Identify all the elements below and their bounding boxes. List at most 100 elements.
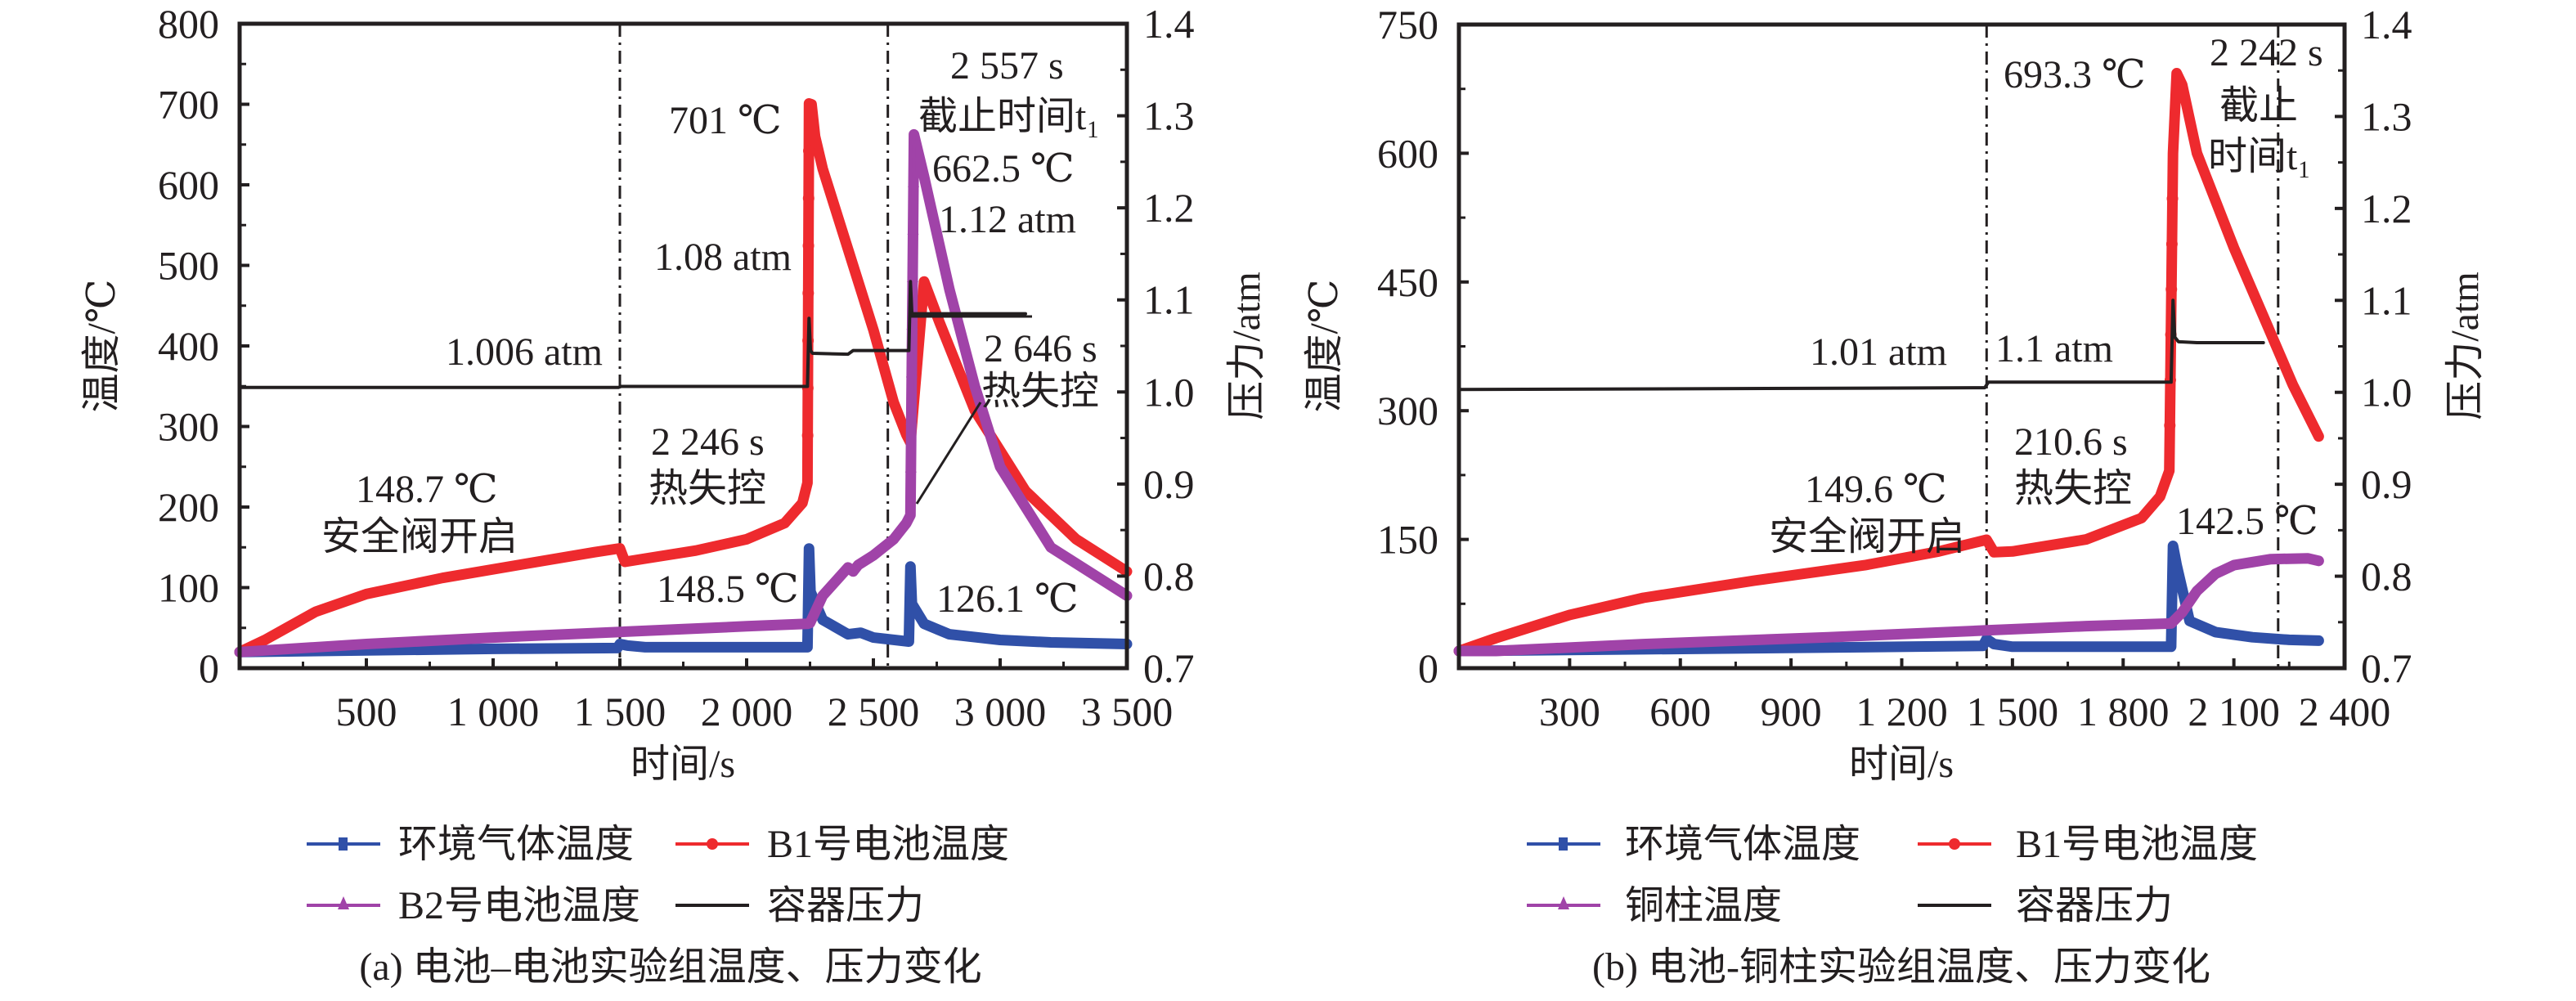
chart-a-ticks: 0 100 200 300 400 500 600 700 800 0.7 0.8 0.9 1.0 1.1… xyxy=(158,1,1195,734)
chart-b-series-2-line xyxy=(1453,553,2324,657)
chart-a-caption: (a) 电池–电池实验组温度、压力变化 xyxy=(359,945,981,989)
chart-a-ytick-label: 300 xyxy=(158,404,219,450)
legend-b-copper: 铜柱温度 xyxy=(1527,884,1782,927)
legend-a-ambient-marker xyxy=(339,837,348,851)
chart-b-y2tick-label: 1.2 xyxy=(2361,186,2412,231)
chart-a-series-2-marker xyxy=(906,269,918,282)
legend-b-copper-marker xyxy=(1558,896,1569,909)
chart-a-series-2-marker xyxy=(907,222,919,235)
chart-a-ytick-label: 0 xyxy=(199,645,219,691)
annot-a-108atm: 1.08 atm xyxy=(654,236,792,279)
chart-b-y2tick-label: 1.0 xyxy=(2361,370,2412,415)
legend-b-b1-label: B1号电池温度 xyxy=(2016,823,2258,866)
chart-b-series-1-marker xyxy=(2165,238,2178,250)
annot-b-time-t1: 时间t₁ xyxy=(2208,135,2311,178)
chart-a: 0 100 200 300 400 500 600 700 800 0.7 0.8 0.9 1.0 1.1… xyxy=(80,1,1268,989)
annot-a-1006atm: 1.006 atm xyxy=(446,330,603,374)
annot-a-2646s: 2 646 s xyxy=(984,327,1097,370)
annot-b-runaway: 热失控 xyxy=(2014,467,2132,510)
chart-b-xtick-label: 2 400 xyxy=(2299,689,2391,734)
chart-a-series-1-marker xyxy=(803,145,815,157)
annot-b-valve-open: 安全阀开启 xyxy=(1769,515,1965,559)
chart-a-ytick-label: 200 xyxy=(158,484,219,530)
chart-b-series-1-line xyxy=(1453,68,2324,657)
legend-a-b1: B1号电池温度 xyxy=(675,823,1009,866)
chart-a-series-1-marker xyxy=(801,429,814,442)
annot-b-6933c: 693.3 ℃ xyxy=(2004,53,2146,97)
chart-a-series-2-marker xyxy=(905,412,918,425)
chart-a-xtick-label: 500 xyxy=(336,689,397,734)
chart-b-y2tick-label: 1.4 xyxy=(2361,2,2412,47)
annot-b-2242s: 2 242 s xyxy=(2210,31,2323,74)
annot-a-runaway-2: 热失控 xyxy=(981,370,1099,413)
legend-a-ambient-label: 环境气体温度 xyxy=(398,823,634,866)
legend-a-b2-label: B2号电池温度 xyxy=(398,884,640,927)
chart-b-series-1-marker xyxy=(2166,192,2179,204)
chart-b-y2tick-label: 0.9 xyxy=(2361,461,2412,507)
chart-b-xtick-label: 600 xyxy=(1649,689,1711,734)
chart-a-series-2-marker xyxy=(908,174,920,187)
chart-a-series-layer xyxy=(234,24,1133,668)
legend-a-b2-marker xyxy=(338,896,349,909)
chart-a-ytick-label: 800 xyxy=(158,1,219,47)
legend-b-b1-marker xyxy=(1949,838,1960,850)
chart-a-xtick-label: 2 000 xyxy=(701,689,793,734)
legend-a-pressure-label: 容器压力 xyxy=(767,884,924,927)
chart-a-ytick-label: 400 xyxy=(158,323,219,369)
annot-b-1496c: 149.6 ℃ xyxy=(1805,468,1947,511)
annot-a-cutoff-time: 截止时间t₁ xyxy=(918,95,1100,138)
legend-b-ambient-label: 环境气体温度 xyxy=(1625,823,1860,866)
chart-b-series-3-line xyxy=(1457,299,2265,392)
chart-a-series-2-marker xyxy=(905,365,918,378)
chart-a-y2tick-label: 1.1 xyxy=(1143,277,1195,323)
annot-a-2246s: 2 246 s xyxy=(651,420,765,464)
chart-b-series-1-marker xyxy=(2165,283,2178,295)
annot-b-2106s: 210.6 s xyxy=(2014,420,2128,464)
annot-b-cutoff: 截止 xyxy=(2219,84,2298,128)
chart-a-y2tick-label: 1.0 xyxy=(1143,369,1195,415)
chart-a-y2label: 压力/atm xyxy=(1225,272,1268,420)
legend-b-ambient-marker xyxy=(1559,837,1568,851)
chart-a-xtick-label: 1 000 xyxy=(447,689,540,734)
chart-b-ytick-label: 0 xyxy=(1418,645,1438,691)
chart-b-ticks: 0 150 300 450 600 750 0.7 0.8 0.9 1.0 1.1 1.2 1.3 1.4… xyxy=(1377,2,2412,734)
chart-a-series-2-marker xyxy=(904,460,917,473)
chart-b-xtick-label: 1 800 xyxy=(2077,689,2170,734)
chart-b-xtick-label: 1 500 xyxy=(1967,689,2059,734)
chart-b-xtick-label: 900 xyxy=(1761,689,1822,734)
legend-b-copper-label: 铜柱温度 xyxy=(1625,884,1782,927)
annot-a-1261c: 126.1 ℃ xyxy=(936,577,1079,621)
chart-b-y2tick-label: 1.3 xyxy=(2361,93,2412,139)
chart-a-ytick-label: 100 xyxy=(158,565,219,611)
legend-a-pressure: 容器压力 xyxy=(675,884,924,927)
annot-b-101atm: 1.01 atm xyxy=(1810,330,1947,374)
chart-a-xtick-label: 3 500 xyxy=(1081,689,1174,734)
chart-b-ytick-label: 600 xyxy=(1377,130,1438,176)
chart-b-series-0-line xyxy=(1453,541,2324,657)
annot-b-1425c: 142.5 ℃ xyxy=(2176,500,2318,543)
chart-a-series-1-marker xyxy=(802,192,815,204)
legend-b-pressure: 容器压力 xyxy=(1918,884,2173,927)
chart-a-y2tick-label: 0.8 xyxy=(1143,553,1195,599)
chart-a-y2tick-label: 1.2 xyxy=(1143,185,1195,231)
chart-a-y2tick-label: 0.9 xyxy=(1143,461,1195,507)
chart-b-series-1-marker xyxy=(2164,420,2176,432)
annot-a-1487c: 148.7 ℃ xyxy=(356,468,498,511)
annot-a-701c: 701 ℃ xyxy=(669,99,782,142)
chart-a-ylabel: 温度/℃ xyxy=(80,279,123,412)
chart-a-xlabel: 时间/s xyxy=(631,743,735,786)
chart-a-y2tick-label: 0.7 xyxy=(1143,645,1195,691)
annot-a-pointer-runaway xyxy=(915,402,982,505)
legend-a-b2: B2号电池温度 xyxy=(307,884,640,927)
legend-a-b1-label: B1号电池温度 xyxy=(767,823,1009,866)
chart-b-ytick-label: 150 xyxy=(1377,517,1438,563)
chart-a-series-1-marker xyxy=(802,240,815,252)
legend-b-pressure-label: 容器压力 xyxy=(2016,884,2173,927)
chart-b-series-layer xyxy=(1453,25,2324,668)
chart-a-y2tick-label: 1.4 xyxy=(1143,1,1195,47)
chart-a-series-0-line xyxy=(234,543,1133,658)
chart-a-series-2-line xyxy=(234,128,1133,658)
chart-a-y2tick-label: 1.3 xyxy=(1143,93,1195,139)
chart-b: 0 150 300 450 600 750 0.7 0.8 0.9 1.0 1.1 1.2 1.3 1.4… xyxy=(1303,2,2487,989)
